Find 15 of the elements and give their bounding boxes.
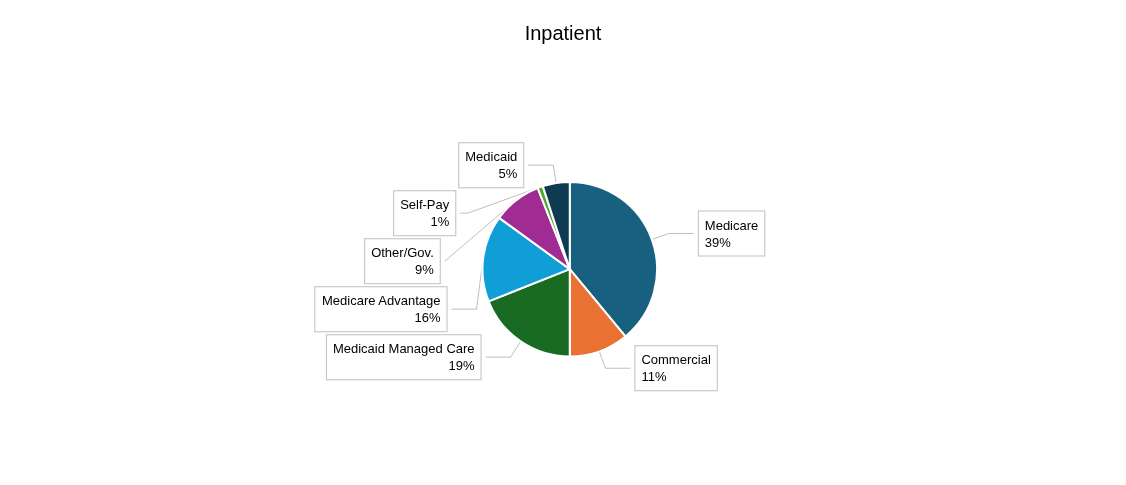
slice-label: Medicare Advantage <box>322 293 441 309</box>
data-label: 16% <box>414 310 441 326</box>
slice-label: Medicaid <box>465 149 518 165</box>
data-label: 11% <box>641 369 667 385</box>
slice-label: Medicaid Managed Care <box>332 341 475 357</box>
slice-label: Medicare <box>704 217 759 233</box>
data-label: 5% <box>498 166 518 182</box>
data-label: 39% <box>704 234 732 250</box>
data-label: 19% <box>448 358 475 374</box>
slice-label: Commercial <box>641 352 711 368</box>
data-label: 1% <box>430 214 450 230</box>
slice-label: Self-Pay <box>400 197 450 213</box>
chart-title: Inpatient <box>524 22 602 44</box>
data-label: 9% <box>414 262 435 278</box>
slice-label: Other/Gov. <box>371 245 434 261</box>
